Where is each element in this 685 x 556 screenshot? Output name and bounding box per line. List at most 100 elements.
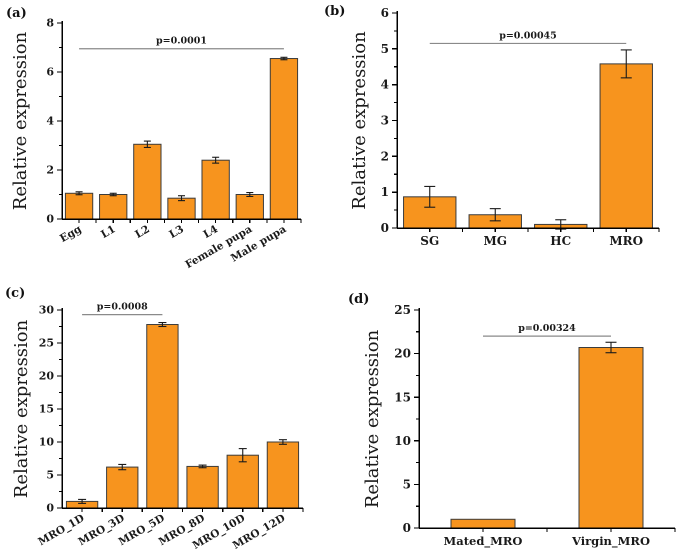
bar-MRO_10D [226,454,259,509]
category-label: MRO [609,234,643,248]
y-axis-title-group: Relative expression [10,31,31,210]
category-label: SG [420,234,439,248]
y-tick-label: 25 [394,303,411,317]
category-label: Mated_MRO [444,534,523,549]
bar-L2 [133,143,162,220]
category-label: L3 [167,223,186,241]
p-value-label: p=0.00045 [499,30,557,41]
y-tick-label: 5 [381,42,389,56]
category-label: MG [483,234,507,248]
error-bar-Egg [75,191,83,196]
bar-Male pupa [269,58,299,220]
y-tick-label: 6 [46,66,54,79]
error-bar-L1 [109,192,117,197]
category-label-group: L1 [99,223,118,241]
bar-chart-panel-d: p=0.00324 0 5 10 15 20 25 Mated_MRO Virgin_MRO Re… [362,303,676,549]
error-bar-MG [489,208,501,222]
bar-Virgin_MRO [578,347,644,529]
error-bar-MRO [620,49,632,79]
bar-L4 [201,159,230,220]
y-tick-label: 10 [394,434,411,448]
y-ticks [414,309,419,529]
y-axis-title: Relative expression [349,31,370,210]
error-bar-MRO_10D [238,448,247,463]
y-tick-label: 0 [46,502,54,515]
y-tick-label: 25 [39,337,54,350]
bar-chart-panel-b: p=0.00045 0 1 2 3 4 5 6 SG MG HC MRO Relative expres… [349,6,660,248]
y-tick-label: 0 [46,213,54,226]
bar-MRO_8D [186,465,219,509]
category-label-group: Egg [58,223,84,245]
bar-Female pupa [235,194,264,220]
y-tick-label: 3 [381,114,389,128]
y-tick-label: 8 [46,17,54,30]
y-tick-label: 2 [381,149,389,163]
x-ticks [429,228,660,232]
y-tick-label: 20 [394,347,411,361]
y-tick-label: 6 [381,6,389,20]
x-ticks [482,528,676,532]
bar-L1 [99,194,128,220]
error-bar-L2 [143,140,151,149]
y-axis-title: Relative expression [362,329,383,508]
bar-Mated_MRO [450,518,516,529]
y-tick-label: 4 [46,115,54,128]
category-label-group: L2 [133,223,152,241]
y-tick-label: 5 [403,477,411,491]
category-label: L4 [201,223,220,241]
y-tick-label: 15 [394,390,411,404]
error-bar-MRO_3D [118,463,127,471]
category-label-group: L4 [201,223,220,241]
category-label: L1 [99,223,118,241]
bar-L3 [167,197,196,220]
x-ticks [78,219,302,223]
y-tick-label: 15 [39,403,54,416]
y-axis-title-group: Relative expression [11,319,32,498]
y-tick-label: 0 [381,221,389,235]
error-bar-SG [424,185,436,208]
y-tick-label: 0 [403,521,411,535]
y-ticks [57,309,62,509]
error-bar-Virgin_MRO [605,341,617,354]
y-axis-title-group: Relative expression [349,31,370,210]
category-label: L2 [133,223,152,241]
y-tick-label: 4 [381,78,389,92]
error-bar-MRO_12D [278,439,287,445]
bar-MRO_12D [266,441,300,509]
panel-label-d: (d) [348,292,370,307]
panel-label-a: (a) [6,6,27,21]
y-axis-title: Relative expression [10,31,31,210]
y-axis-title-group: Relative expression [362,329,383,508]
p-value-label: p=0.00324 [518,323,576,334]
category-label: Egg [58,223,84,245]
bar-MRO [599,63,653,229]
category-label: HC [550,234,571,248]
y-axis-title: Relative expression [11,319,32,498]
panel-label-b: (b) [324,4,346,19]
x-ticks [81,508,304,512]
error-bar-L4 [212,156,220,164]
y-ticks [57,22,62,220]
y-ticks [392,12,397,229]
error-bar-Female pupa [246,191,254,198]
bar-chart-panel-c: p=0.0008051015202530MRO_1DMRO_3DMRO_5DMR… [11,302,304,553]
y-tick-label: 5 [46,469,54,482]
y-tick-label: 10 [39,436,55,449]
error-bar-MRO_5D [158,321,167,328]
y-tick-label: 1 [381,185,389,199]
category-label: Virgin_MRO [571,534,650,549]
p-value-label: p=0.0001 [156,36,207,47]
bar-MRO_5D [146,324,179,509]
error-bar-Male pupa [280,56,288,61]
bar-MRO_3D [106,466,139,509]
error-bar-L3 [178,195,185,202]
y-tick-label: 30 [39,304,55,317]
category-label-group: L3 [167,223,186,241]
error-bar-MRO_8D [198,464,207,469]
y-tick-label: 20 [39,370,55,383]
p-value-label: p=0.0008 [97,302,148,313]
bar-Egg [64,192,94,220]
y-tick-label: 2 [46,164,54,177]
